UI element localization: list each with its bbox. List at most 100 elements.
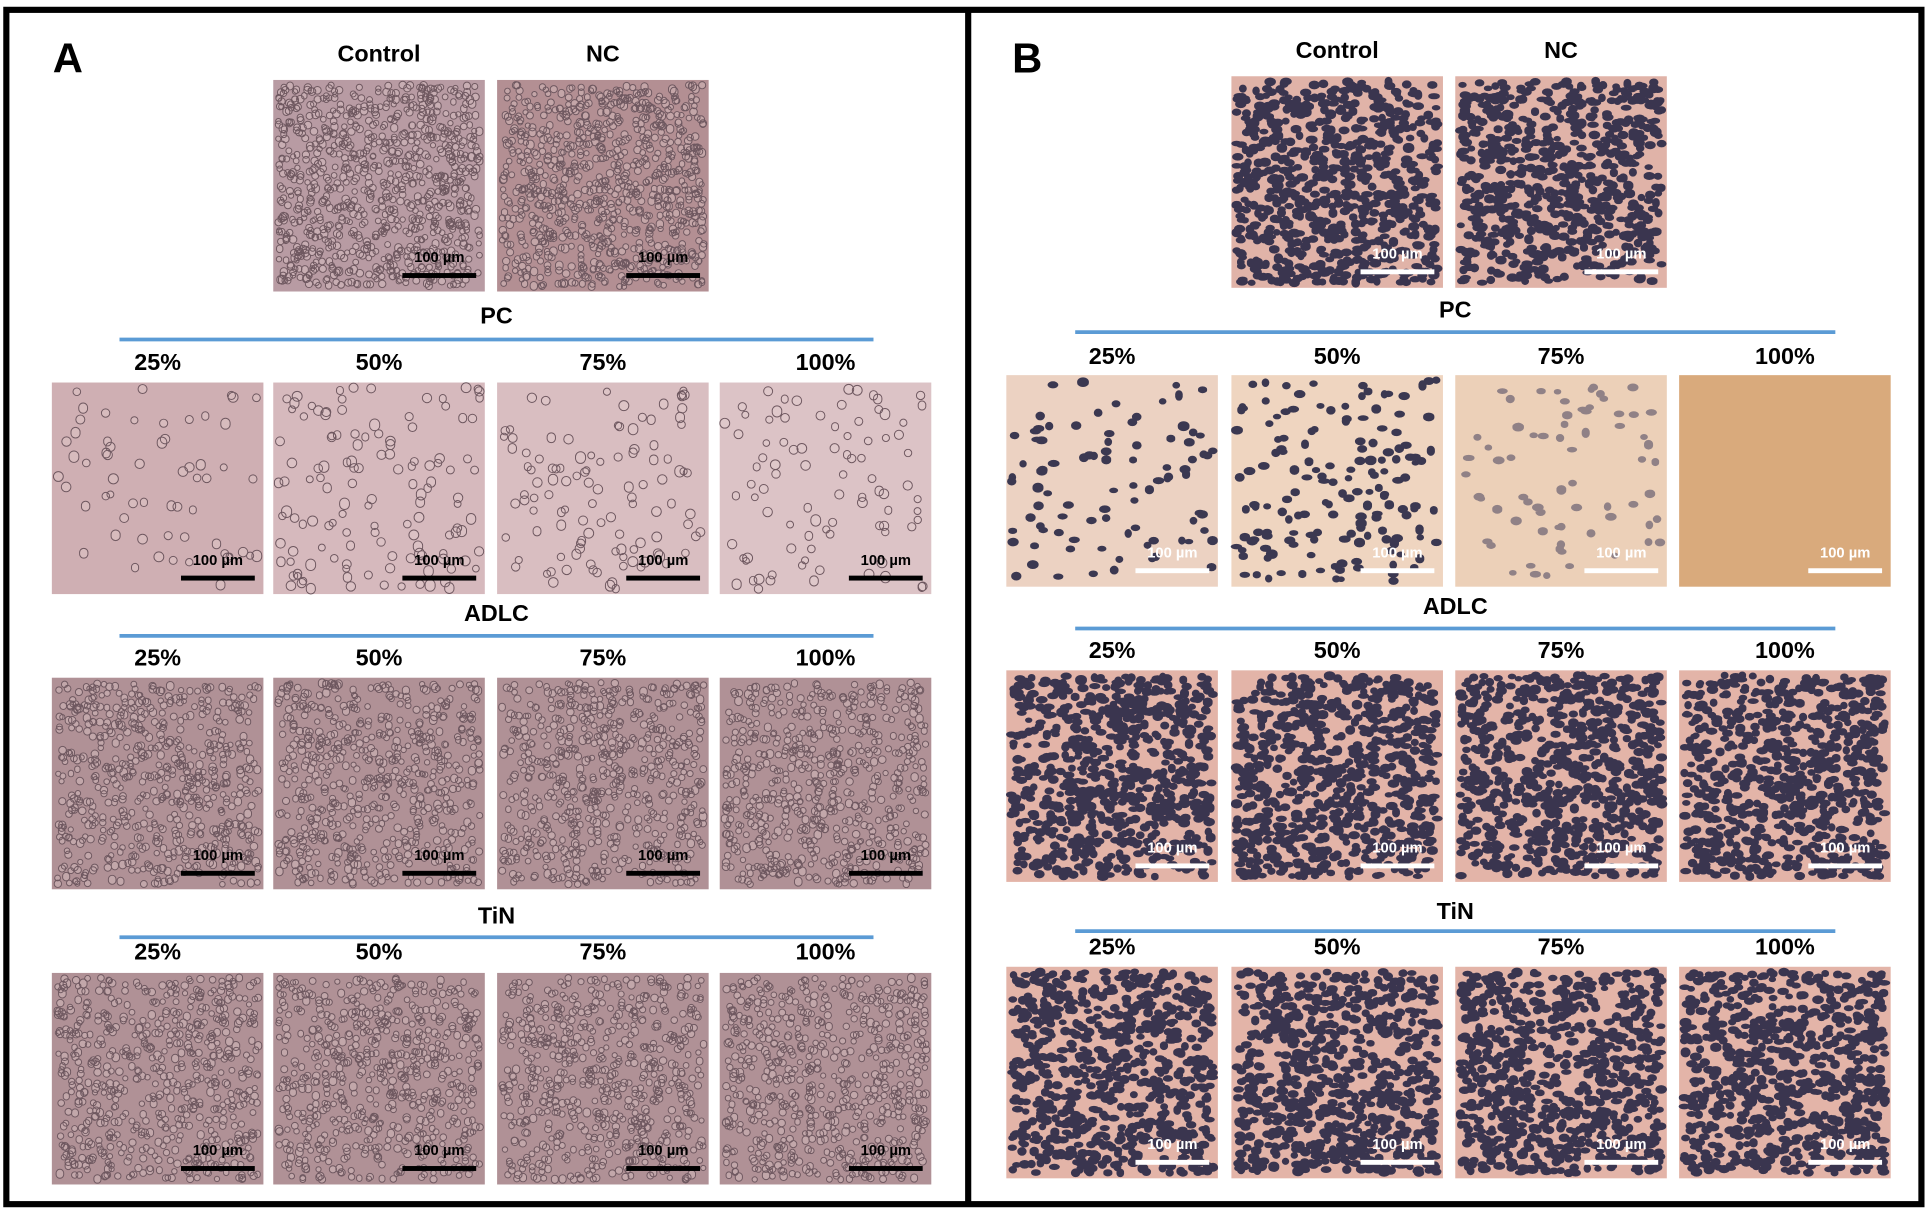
scale-bar-label: 100 µm <box>1596 246 1646 262</box>
scale-bar-label: 100 µm <box>414 250 464 266</box>
image-label: 100% <box>1755 343 1815 369</box>
scale-bar-label: 100 µm <box>1596 1137 1646 1153</box>
image-label: 100% <box>1755 637 1815 663</box>
scale-bar-label: 100 µm <box>638 1143 688 1159</box>
cells <box>1461 383 1666 579</box>
cells <box>1455 671 1668 880</box>
scale-bar <box>402 575 477 581</box>
image-label: 100% <box>796 938 856 964</box>
micrograph <box>719 382 932 595</box>
image-label: 50% <box>1314 933 1361 959</box>
scale-bar <box>1135 1159 1210 1165</box>
scale-bar-label: 100 µm <box>1820 841 1870 857</box>
scale-bar-label: 100 µm <box>638 553 688 569</box>
group-title: TiN <box>1437 898 1474 924</box>
cells <box>499 386 706 594</box>
image-label: 50% <box>1314 343 1361 369</box>
image-label: 75% <box>1538 637 1585 663</box>
micrograph <box>1679 375 1891 587</box>
scale-bar-label: 100 µm <box>414 553 464 569</box>
scale-bar-label: 100 µm <box>861 1143 911 1159</box>
cells <box>719 383 928 594</box>
scale-bar-label: 100 µm <box>861 553 911 569</box>
image-label: 50% <box>356 938 403 964</box>
scale-bar <box>1584 1159 1659 1165</box>
cells <box>53 679 263 888</box>
scale-bar-label: 100 µm <box>1147 841 1197 857</box>
group-title: ADLC <box>464 600 529 626</box>
scale-bar-label: 100 µm <box>1147 545 1197 561</box>
micrograph <box>273 677 485 890</box>
scale-bar <box>626 1166 701 1171</box>
scale-bar-label: 100 µm <box>414 848 464 864</box>
scale-bar <box>402 870 477 876</box>
cells <box>721 973 931 1184</box>
image-label: 25% <box>1089 637 1136 663</box>
scale-bar <box>402 1166 477 1171</box>
cells <box>1231 76 1444 288</box>
scale-bar <box>1584 863 1659 869</box>
scale-bar-label: 100 µm <box>1372 545 1422 561</box>
image-label: 100% <box>796 644 856 670</box>
scale-bar-label: 100 µm <box>1147 1137 1197 1153</box>
image-label: 25% <box>1089 343 1136 369</box>
cells <box>52 384 263 591</box>
scale-bar <box>1360 1159 1435 1165</box>
scale-bar <box>180 575 255 581</box>
cells <box>498 81 708 291</box>
scale-bar-label: 100 µm <box>1820 1137 1870 1153</box>
scale-bar <box>402 273 477 278</box>
scale-bar <box>1135 568 1210 574</box>
scale-bar <box>848 870 923 876</box>
scale-bar <box>1360 863 1435 869</box>
cells <box>1005 672 1218 881</box>
panel-letter: B <box>1012 35 1042 82</box>
image-label: 50% <box>356 644 403 670</box>
group-title: ADLC <box>1423 593 1488 619</box>
image-label: NC <box>586 41 620 67</box>
scale-bar <box>1808 1159 1883 1165</box>
scale-bar <box>848 1166 923 1171</box>
scale-bar <box>180 1166 255 1171</box>
cells <box>53 973 263 1184</box>
image-label: 25% <box>134 349 181 375</box>
scale-bar-label: 100 µm <box>638 250 688 266</box>
cells <box>1455 76 1667 286</box>
cells <box>720 678 930 889</box>
image-label: 25% <box>1089 933 1136 959</box>
image-label: Control <box>338 41 421 67</box>
scale-bar <box>1584 568 1659 574</box>
scale-bar <box>1584 269 1659 275</box>
scale-bar-label: 100 µm <box>861 848 911 864</box>
cells <box>1231 967 1443 1177</box>
cells <box>1679 671 1891 881</box>
scale-bar <box>1808 568 1883 574</box>
image-label: 50% <box>356 349 403 375</box>
image-label: Control <box>1296 37 1379 63</box>
image-label: 75% <box>580 644 627 670</box>
image-label: 100% <box>1755 933 1815 959</box>
scale-bar-label: 100 µm <box>1372 246 1422 262</box>
image-label: 75% <box>1538 343 1585 369</box>
image-label: 75% <box>580 938 627 964</box>
cells <box>1230 376 1442 585</box>
scale-bar <box>1135 863 1210 869</box>
cells <box>274 678 484 889</box>
scale-bar-label: 100 µm <box>193 848 243 864</box>
scale-bar-label: 100 µm <box>1372 1137 1422 1153</box>
scale-bar-label: 100 µm <box>1596 841 1646 857</box>
panel-letter: A <box>53 35 83 82</box>
scale-bar-label: 100 µm <box>638 848 688 864</box>
cells <box>1678 967 1891 1177</box>
scale-bar-label: 100 µm <box>1372 841 1422 857</box>
scale-bar <box>626 273 701 278</box>
cells <box>1007 377 1218 581</box>
group-title: PC <box>1439 296 1472 322</box>
scale-bar-label: 100 µm <box>193 553 243 569</box>
cells <box>273 382 485 595</box>
scale-bar <box>626 870 701 876</box>
scale-bar-label: 100 µm <box>193 1143 243 1159</box>
cells <box>274 974 484 1184</box>
cells <box>1230 671 1443 881</box>
